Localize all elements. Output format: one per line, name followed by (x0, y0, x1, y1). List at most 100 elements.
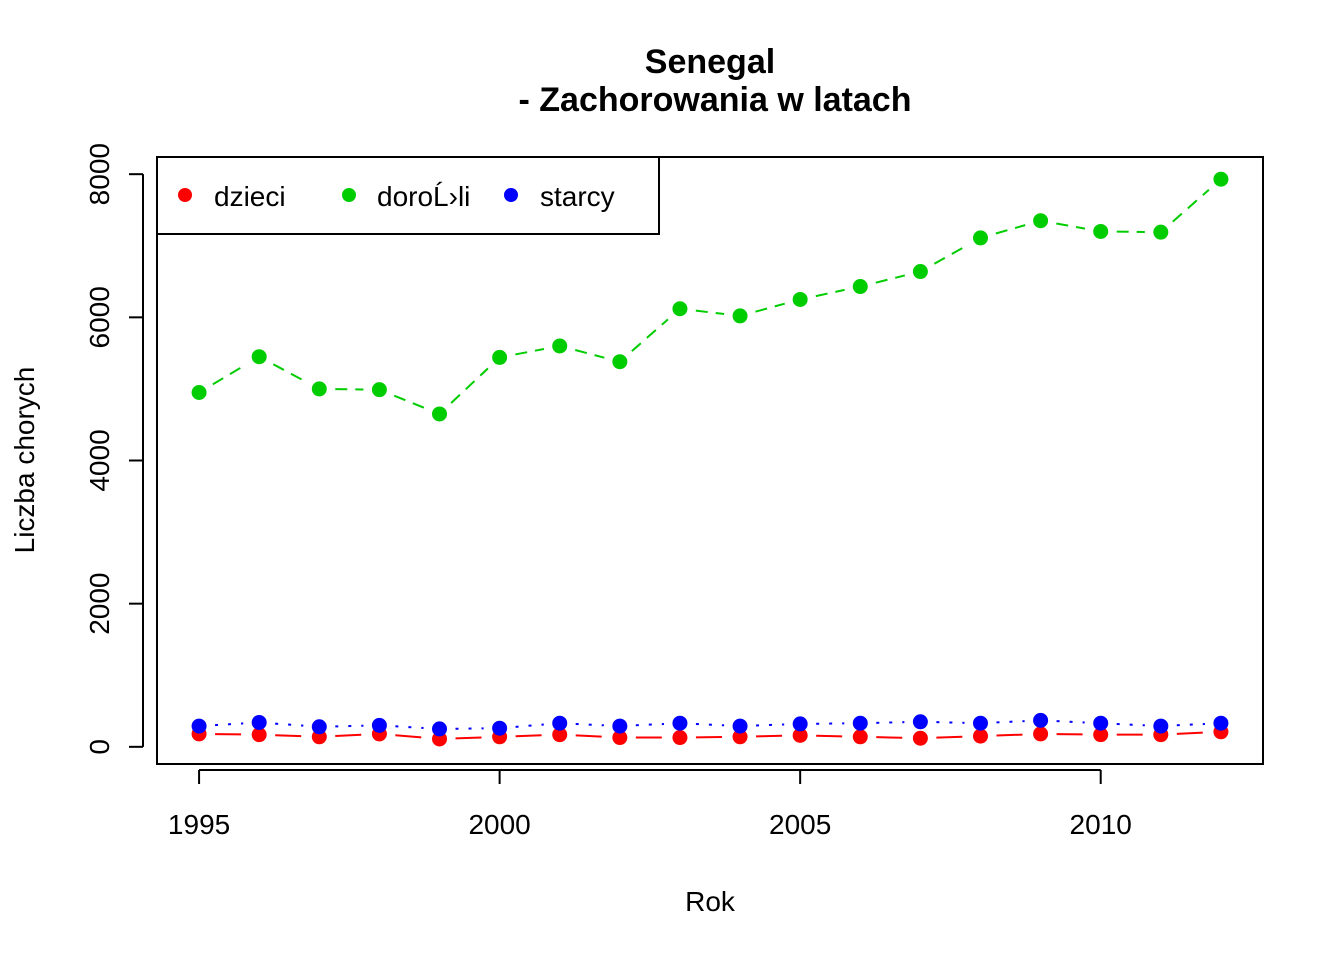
legend-label-dorosli: doroĹ›li (377, 181, 470, 212)
series-segment-dzieci (516, 735, 544, 736)
series-segment-dzieci (576, 735, 604, 736)
data-point-starcy-2007 (913, 714, 928, 729)
series-segment-dorolli (632, 319, 668, 351)
series-segment-starcy (936, 722, 964, 723)
series-starcy (192, 713, 1229, 737)
y-axis-label: Liczba chorych (9, 367, 40, 554)
x-tick-label-2010: 2010 (1070, 809, 1132, 840)
x-axis-label: Rok (685, 886, 736, 917)
series-segment-dzieci (876, 737, 904, 738)
series-segment-dorolli (273, 364, 305, 381)
data-point-dorolli-1999 (432, 406, 447, 421)
data-point-starcy-2010 (1093, 716, 1108, 731)
series-segment-dorolli (1173, 190, 1209, 222)
data-point-dorolli-2001 (552, 338, 567, 353)
data-point-dorolli-2011 (1153, 225, 1168, 240)
data-point-dorolli-2009 (1033, 213, 1048, 228)
legend-label-starcy: starcy (540, 181, 615, 212)
series-segment-dorolli (876, 275, 905, 282)
series-segment-dzieci (996, 735, 1024, 736)
data-point-starcy-2011 (1153, 719, 1168, 734)
series-segment-dorolli (213, 365, 246, 384)
series-segment-starcy (516, 725, 544, 727)
data-point-dzieci-2009 (1033, 726, 1048, 741)
series-segment-starcy (876, 722, 904, 723)
series-layer (192, 172, 1229, 747)
series-segment-starcy (696, 724, 724, 725)
series-segment-dorolli (515, 349, 544, 354)
series-segment-starcy (996, 721, 1024, 722)
data-point-starcy-1999 (432, 721, 447, 736)
y-tick-label-2000: 2000 (84, 573, 115, 635)
data-point-dzieci-2006 (853, 729, 868, 744)
series-segment-starcy (215, 723, 243, 725)
data-point-starcy-2006 (853, 716, 868, 731)
series-segment-starcy (275, 724, 303, 726)
data-point-dorolli-1998 (372, 382, 387, 397)
series-segment-dzieci (335, 735, 363, 736)
y-tick-label-8000: 8000 (84, 143, 115, 205)
series-segment-starcy (335, 726, 363, 727)
data-point-starcy-2012 (1213, 716, 1228, 731)
chart-title-line1: Senegal (645, 43, 775, 81)
series-segment-dzieci (1177, 733, 1205, 734)
y-tick-label-4000: 4000 (84, 429, 115, 491)
data-point-dorolli-2006 (853, 279, 868, 294)
data-point-dorolli-2007 (913, 264, 928, 279)
data-point-dorolli-2008 (973, 230, 988, 245)
series-segment-dzieci (275, 735, 303, 736)
data-point-dorolli-2012 (1213, 172, 1228, 187)
x-tick-label-2000: 2000 (468, 809, 530, 840)
series-segment-dzieci (816, 736, 844, 737)
data-point-dzieci-2008 (973, 729, 988, 744)
data-point-dorolli-2002 (612, 354, 627, 369)
data-point-starcy-2008 (973, 716, 988, 731)
series-segment-dorolli (696, 311, 724, 314)
data-point-dzieci-2007 (913, 731, 928, 746)
x-tick-label-1995: 1995 (168, 809, 230, 840)
data-point-dorolli-2000 (492, 350, 507, 365)
series-segment-starcy (756, 724, 784, 725)
series-segment-dorolli (996, 225, 1025, 233)
data-point-starcy-2005 (793, 716, 808, 731)
data-point-starcy-2004 (733, 719, 748, 734)
series-segment-dorolli (934, 246, 966, 264)
series-segment-dzieci (756, 736, 784, 737)
legend-label-dzieci: dzieci (214, 181, 286, 212)
data-point-dorolli-2005 (793, 292, 808, 307)
series-segment-starcy (1117, 724, 1145, 725)
data-point-starcy-2009 (1033, 713, 1048, 728)
series-segment-starcy (1057, 721, 1085, 722)
x-axis: 1995 2000 2005 2010 (168, 770, 1132, 840)
data-point-dorolli-1996 (252, 349, 267, 364)
data-point-starcy-1998 (372, 718, 387, 733)
series-segment-starcy (395, 726, 423, 728)
series-segment-dorolli (394, 396, 424, 408)
series-segment-dzieci (395, 735, 423, 737)
data-point-dzieci-2003 (672, 730, 687, 745)
series-segment-dorolli (755, 304, 784, 312)
data-point-dorolli-2004 (733, 308, 748, 323)
legend-marker-starcy (504, 188, 518, 202)
series-segment-dorolli (451, 368, 488, 403)
y-tick-label-0: 0 (84, 739, 115, 755)
data-point-starcy-2000 (492, 721, 507, 736)
data-point-dorolli-2010 (1093, 224, 1108, 239)
series-dzieci (192, 724, 1229, 746)
data-point-starcy-1996 (252, 715, 267, 730)
series-segment-starcy (636, 724, 664, 725)
series-segment-dzieci (936, 737, 964, 738)
x-tick-label-2005: 2005 (769, 809, 831, 840)
data-point-starcy-2001 (552, 716, 567, 731)
chart-title-line2: - Zachorowania w latach (519, 81, 912, 119)
data-point-dorolli-1997 (312, 381, 327, 396)
data-point-dorolli-2003 (672, 301, 687, 316)
data-point-starcy-2002 (612, 719, 627, 734)
legend-marker-dorosli (342, 188, 356, 202)
series-segment-starcy (576, 724, 604, 725)
series-segment-dorolli (816, 290, 845, 296)
plot-frame (157, 157, 1263, 764)
